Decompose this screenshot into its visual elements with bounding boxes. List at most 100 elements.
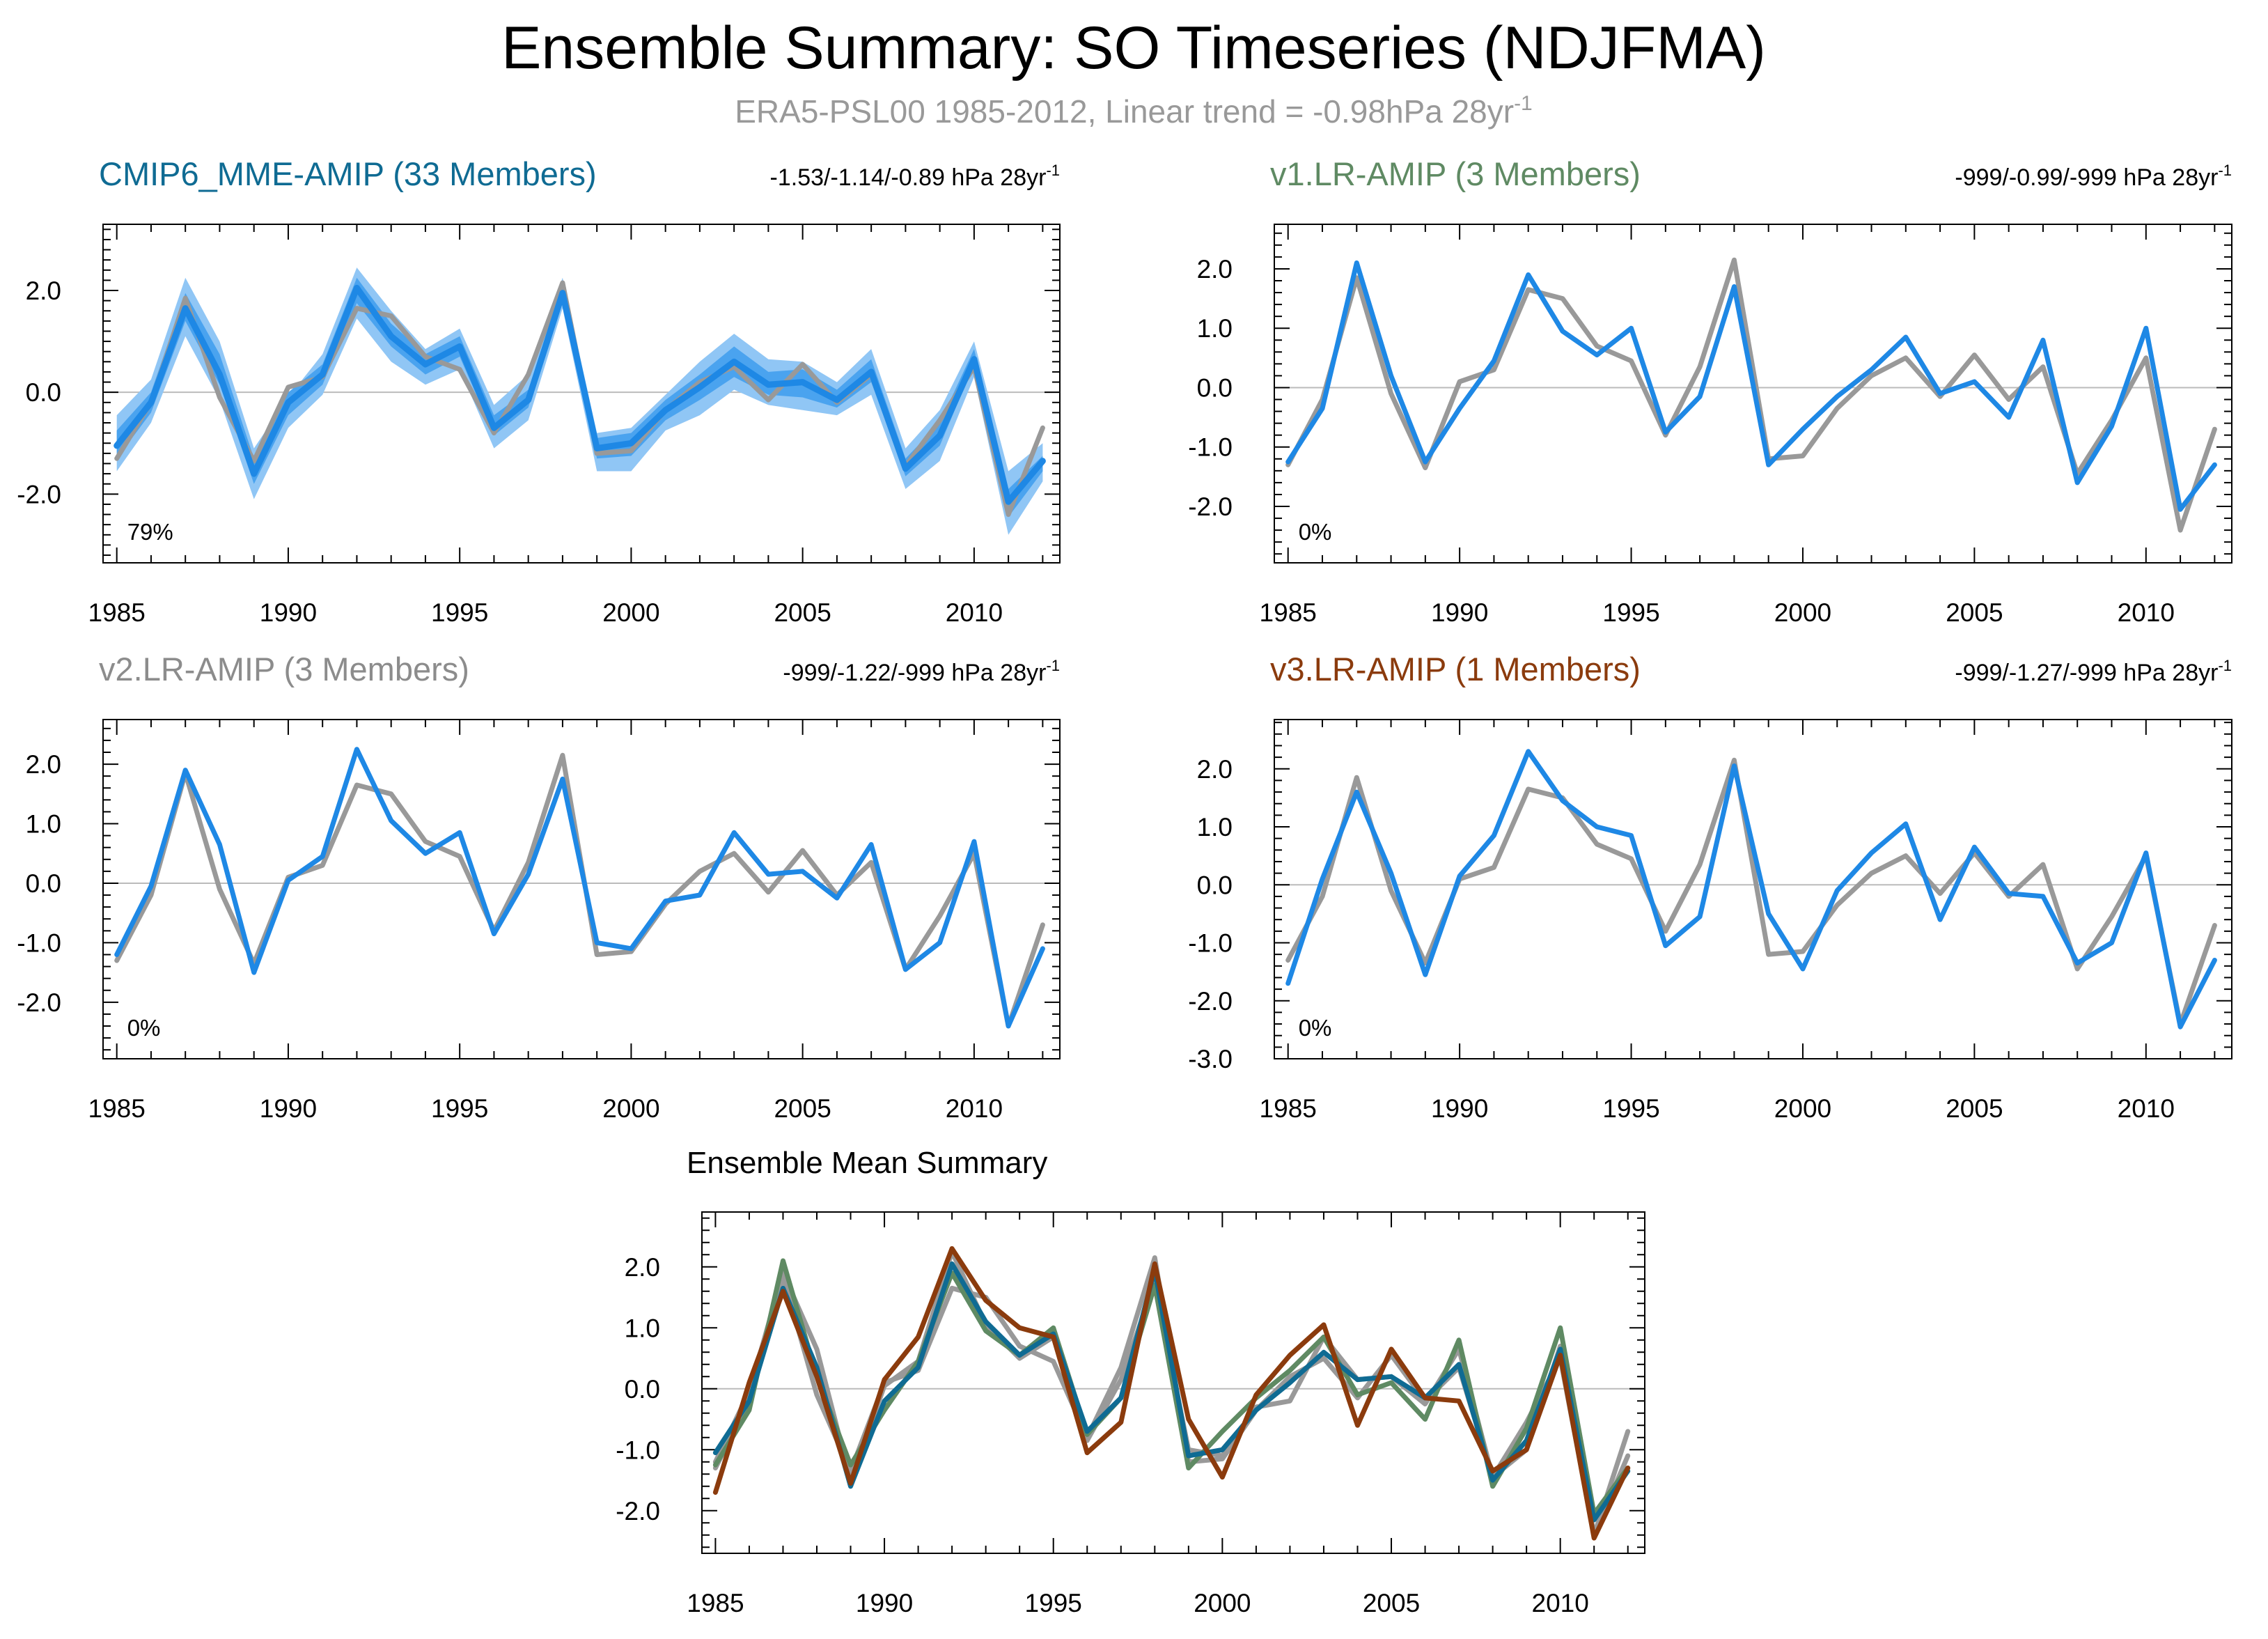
x-tick-label: 1990 bbox=[260, 1094, 317, 1123]
trend-label: -999/-1.22/-999 hPa 28yr-1 bbox=[783, 657, 1060, 686]
x-tick-label: 1995 bbox=[431, 1094, 488, 1123]
x-tick-label: 1985 bbox=[88, 1094, 146, 1123]
x-tick-label: 1995 bbox=[1025, 1589, 1082, 1617]
x-tick-label: 2005 bbox=[1363, 1589, 1420, 1617]
series-line-v2-lr-amip bbox=[114, 747, 1045, 1029]
trend-label-text: -999/-0.99/-999 hPa 28yr bbox=[1955, 164, 2218, 191]
y-tick-label: 1.0 bbox=[1197, 314, 1233, 343]
plot-area bbox=[114, 747, 1045, 1029]
y-tick-label: 1.0 bbox=[625, 1314, 660, 1342]
panel-title: Ensemble Mean Summary bbox=[687, 1146, 1047, 1180]
trend-label-superscript: -1 bbox=[2218, 162, 2232, 179]
y-tick-label: 2.0 bbox=[26, 750, 61, 779]
figure-title: Ensemble Summary: SO Timeseries (NDJFMA) bbox=[501, 15, 1766, 81]
ensemble-interquartile-band bbox=[116, 277, 1043, 518]
y-tick-label: -1.0 bbox=[17, 929, 61, 957]
trend-label-superscript: -1 bbox=[2218, 657, 2232, 674]
x-tick-label: 2010 bbox=[946, 1094, 1003, 1123]
series-line-v3-lr-amip bbox=[712, 1246, 1631, 1541]
x-tick-label: 1990 bbox=[856, 1589, 913, 1617]
y-tick-label: 1.0 bbox=[26, 810, 61, 839]
y-tick-label: 0.0 bbox=[625, 1375, 660, 1404]
x-tick-label: 2000 bbox=[1774, 598, 1831, 627]
y-tick-label: 0.0 bbox=[1197, 373, 1233, 402]
y-tick-label: 1.0 bbox=[1197, 813, 1233, 841]
trend-label-text: -999/-1.27/-999 hPa 28yr bbox=[1955, 660, 2218, 686]
figure-subtitle-superscript: -1 bbox=[1514, 92, 1533, 115]
y-tick-label: 2.0 bbox=[625, 1253, 660, 1282]
y-tick-label: -2.0 bbox=[1188, 987, 1233, 1016]
x-tick-label: 2000 bbox=[602, 1094, 659, 1123]
panel-title: v1.LR-AMIP (3 Members) bbox=[1270, 155, 1641, 192]
trend-label: -1.53/-1.14/-0.89 hPa 28yr-1 bbox=[770, 162, 1060, 191]
plot-frame bbox=[102, 719, 1061, 1059]
plot-frame bbox=[1274, 719, 2232, 1059]
plot-frame bbox=[102, 224, 1061, 564]
plot-frame bbox=[701, 1211, 1645, 1554]
plot-area bbox=[1285, 749, 2217, 1030]
chart-panel-2: v1.LR-AMIP (3 Members) -999/-0.99/-999 hP… bbox=[1188, 155, 2232, 627]
x-tick-label: 1985 bbox=[1260, 1094, 1317, 1123]
panel-title: v2.LR-AMIP (3 Members) bbox=[99, 651, 469, 688]
x-tick-label: 1995 bbox=[1602, 1094, 1659, 1123]
figure-subtitle-text: ERA5-PSL00 1985-2012, Linear trend = -0.… bbox=[735, 93, 1514, 130]
x-tick-label: 2005 bbox=[774, 1094, 831, 1123]
x-tick-label: 1995 bbox=[1602, 598, 1659, 627]
x-tick-label: 2010 bbox=[2118, 1094, 2175, 1123]
y-tick-label: -3.0 bbox=[1188, 1045, 1233, 1073]
x-tick-label: 2000 bbox=[1774, 1094, 1831, 1123]
y-tick-label: 2.0 bbox=[1197, 755, 1233, 784]
series-line-v1-lr-amip bbox=[1285, 260, 2217, 512]
x-tick-label: 2010 bbox=[2118, 598, 2175, 627]
trend-label-text: -999/-1.22/-999 hPa 28yr bbox=[783, 660, 1046, 686]
trend-label-superscript: -1 bbox=[1046, 162, 1060, 179]
y-tick-label: 0.0 bbox=[1197, 871, 1233, 899]
x-tick-label: 2000 bbox=[1194, 1589, 1251, 1617]
trend-label: -999/-0.99/-999 hPa 28yr-1 bbox=[1955, 162, 2232, 191]
ensemble-range-band bbox=[116, 267, 1043, 535]
series-line-v3-lr-amip bbox=[1285, 749, 2217, 1030]
x-tick-label: 2005 bbox=[1946, 598, 2003, 627]
y-tick-label: -1.0 bbox=[616, 1436, 660, 1464]
x-tick-label: 2010 bbox=[946, 598, 1003, 627]
trend-label: -999/-1.27/-999 hPa 28yr-1 bbox=[1955, 657, 2232, 686]
percent-label: 0% bbox=[1299, 1015, 1332, 1041]
x-tick-label: 1985 bbox=[1260, 598, 1317, 627]
chart-panel-5: Ensemble Mean Summary 1985 1990 1995 2000 200… bbox=[616, 1146, 1645, 1617]
chart-panel-4: v3.LR-AMIP (1 Members) -999/-1.27/-999 hP… bbox=[1188, 651, 2232, 1123]
x-tick-label: 1985 bbox=[88, 598, 146, 627]
x-tick-label: 1990 bbox=[1431, 1094, 1488, 1123]
y-tick-label: 0.0 bbox=[26, 378, 61, 407]
y-tick-label: -1.0 bbox=[1188, 433, 1233, 462]
x-tick-label: 1990 bbox=[260, 598, 317, 627]
percent-label: 79% bbox=[127, 519, 173, 545]
y-tick-label: 2.0 bbox=[26, 277, 61, 305]
x-tick-label: 1990 bbox=[1431, 598, 1488, 627]
y-tick-label: -1.0 bbox=[1188, 929, 1233, 958]
plot-area bbox=[1285, 257, 2217, 533]
x-tick-label: 1985 bbox=[687, 1589, 744, 1617]
figure-subtitle: ERA5-PSL00 1985-2012, Linear trend = -0.… bbox=[735, 92, 1533, 130]
x-tick-label: 2005 bbox=[1946, 1094, 2003, 1123]
y-tick-label: -2.0 bbox=[616, 1497, 660, 1525]
series-line-cmip6-mme-amip bbox=[114, 284, 1046, 505]
y-tick-label: -2.0 bbox=[17, 480, 61, 508]
x-tick-label: 2010 bbox=[1532, 1589, 1589, 1617]
plot-frame bbox=[1274, 224, 2232, 564]
x-tick-label: 2000 bbox=[602, 598, 659, 627]
x-tick-label: 1995 bbox=[431, 598, 488, 627]
plot-area bbox=[114, 267, 1046, 535]
panel-title: v3.LR-AMIP (1 Members) bbox=[1270, 651, 1641, 688]
y-tick-label: 2.0 bbox=[1197, 255, 1233, 283]
panel-title: CMIP6_MME-AMIP (33 Members) bbox=[99, 155, 597, 192]
trend-label-superscript: -1 bbox=[1046, 657, 1060, 674]
y-tick-label: -2.0 bbox=[1188, 492, 1233, 521]
y-tick-label: -2.0 bbox=[17, 988, 61, 1017]
percent-label: 0% bbox=[127, 1015, 161, 1041]
plot-area bbox=[712, 1246, 1631, 1541]
series-line-cmip6-mme-amip bbox=[712, 1261, 1631, 1523]
x-tick-label: 2005 bbox=[774, 598, 831, 627]
percent-label: 0% bbox=[1299, 519, 1332, 545]
chart-panel-3: v2.LR-AMIP (3 Members) -999/-1.22/-999 hP… bbox=[17, 651, 1061, 1123]
